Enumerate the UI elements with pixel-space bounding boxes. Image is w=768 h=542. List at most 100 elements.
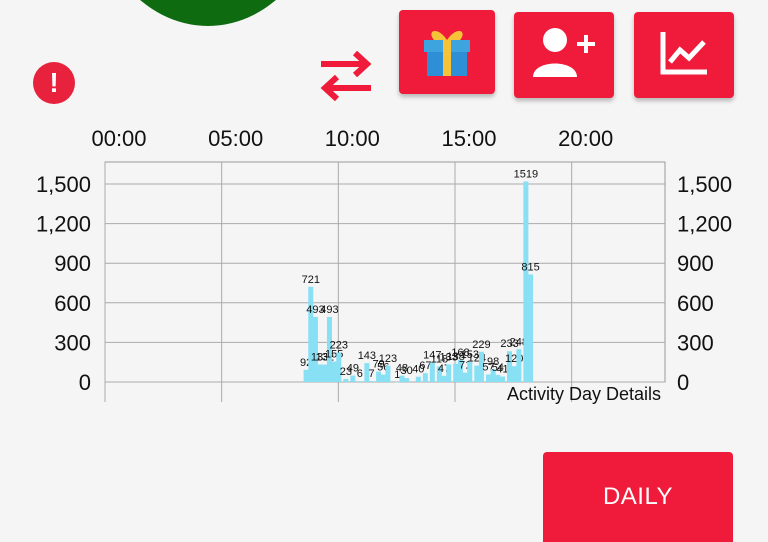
swap-arrows-icon[interactable]: [315, 48, 377, 104]
add-user-icon: [531, 27, 597, 84]
bar-value-label: 493: [320, 304, 338, 316]
activity-chart-svg: 0 0 300 300 600 600 900 900 1,200 1,200 1,500 1,500…: [36, 126, 732, 404]
bar-value-label: 54: [492, 362, 504, 374]
x-tick-label: 15:00: [441, 126, 496, 151]
bar-value-label: 138: [447, 351, 465, 363]
bar-value-label: 233: [500, 338, 518, 350]
bar-value-label: 7: [368, 368, 374, 380]
bar-value-label: 118: [431, 353, 449, 365]
bar-value-label: 67: [419, 360, 431, 372]
bar-value-label: 493: [306, 304, 324, 316]
gift-icon: [420, 22, 474, 83]
chart-button[interactable]: [634, 12, 734, 98]
bar: [399, 375, 405, 382]
bar: [453, 363, 459, 382]
y-tick-label-left: 600: [54, 291, 91, 316]
x-tick-label: 10:00: [325, 126, 380, 151]
bar-value-label: 123: [379, 353, 397, 365]
bar: [404, 378, 410, 382]
bar-value-label: 1: [394, 369, 400, 381]
bar: [528, 274, 534, 382]
bar: [415, 376, 421, 382]
bar: [308, 286, 314, 382]
bar: [478, 351, 484, 382]
bar: [322, 364, 328, 382]
bar: [499, 376, 505, 382]
bar: [350, 375, 356, 382]
y-tick-label-left: 300: [54, 330, 91, 355]
chart-caption: Activity Day Details: [507, 384, 661, 404]
bar-value-label: 147: [423, 350, 441, 362]
daily-button[interactable]: DAILY: [543, 452, 733, 542]
bar-value-label: 30: [401, 365, 413, 377]
bar: [336, 352, 342, 382]
y-tick-label-right: 1,500: [677, 172, 732, 197]
bar: [376, 371, 382, 382]
bar: [516, 349, 522, 382]
bar: [364, 363, 370, 382]
y-tick-label-left: 0: [79, 370, 91, 395]
bar: [429, 362, 435, 382]
bar: [457, 359, 463, 382]
y-tick-label-right: 0: [677, 370, 689, 395]
bar: [380, 374, 386, 382]
bar-value-label: 6: [357, 368, 363, 380]
bar: [523, 181, 529, 382]
add-user-button[interactable]: [514, 12, 614, 98]
y-tick-label-right: 900: [677, 251, 714, 276]
bar-value-label: 143: [358, 350, 376, 362]
y-tick-label-right: 1,200: [677, 212, 732, 237]
bar: [441, 375, 447, 382]
bar: [394, 381, 400, 383]
bar-value-label: 721: [302, 274, 320, 286]
bar-value-label: 133: [311, 351, 329, 363]
bar: [467, 361, 473, 382]
plot-border: [104, 161, 666, 383]
alert-icon[interactable]: !: [33, 62, 75, 104]
bar-value-label: 815: [521, 261, 539, 273]
y-tick-label-left: 1,500: [36, 172, 91, 197]
bar: [385, 365, 391, 382]
bar-value-label: 49: [347, 363, 359, 375]
bar: [462, 372, 468, 382]
bar: [495, 374, 501, 382]
bar: [312, 316, 318, 382]
bar: [490, 369, 496, 382]
bar: [357, 381, 363, 382]
y-tick-label-left: 900: [54, 251, 91, 276]
bar: [422, 373, 428, 382]
bar-value-label: 48: [396, 363, 408, 375]
bar: [303, 369, 309, 382]
bar-value-label: 23: [340, 366, 352, 378]
bar-value-label: 98: [487, 356, 499, 368]
y-tick-label-left: 1,200: [36, 212, 91, 237]
bar-value-label: 133: [440, 351, 458, 363]
x-tick-label: 00:00: [91, 126, 146, 151]
bar: [343, 378, 349, 382]
bar: [485, 374, 491, 382]
bar-value-label: 41: [496, 364, 508, 376]
bar-value-label: 40: [412, 364, 424, 376]
chart-icon: [659, 30, 709, 81]
bar: [507, 351, 513, 382]
bar: [511, 366, 517, 382]
bar-value-label: 153: [461, 349, 479, 361]
bar-value-label: 79: [372, 359, 384, 371]
bar-value-label: 229: [472, 339, 490, 351]
y-tick-label-right: 300: [677, 330, 714, 355]
profile-circle: [88, 0, 328, 26]
gift-button[interactable]: [399, 10, 495, 94]
bar: [331, 361, 337, 382]
bar: [317, 364, 323, 382]
bar: [446, 364, 452, 382]
y-tick-label-right: 600: [677, 291, 714, 316]
bar-value-label: 223: [330, 340, 348, 352]
bar-value-label: 1519: [514, 168, 538, 180]
bar: [369, 381, 375, 382]
bar: [436, 366, 442, 382]
x-tick-label: 05:00: [208, 126, 263, 151]
activity-chart: 0 0 300 300 600 600 900 900 1,200 1,200 1,500 1,500…: [0, 120, 768, 420]
bar: [326, 316, 332, 382]
x-tick-label: 20:00: [558, 126, 613, 151]
bar-value-label: 168: [451, 347, 469, 359]
